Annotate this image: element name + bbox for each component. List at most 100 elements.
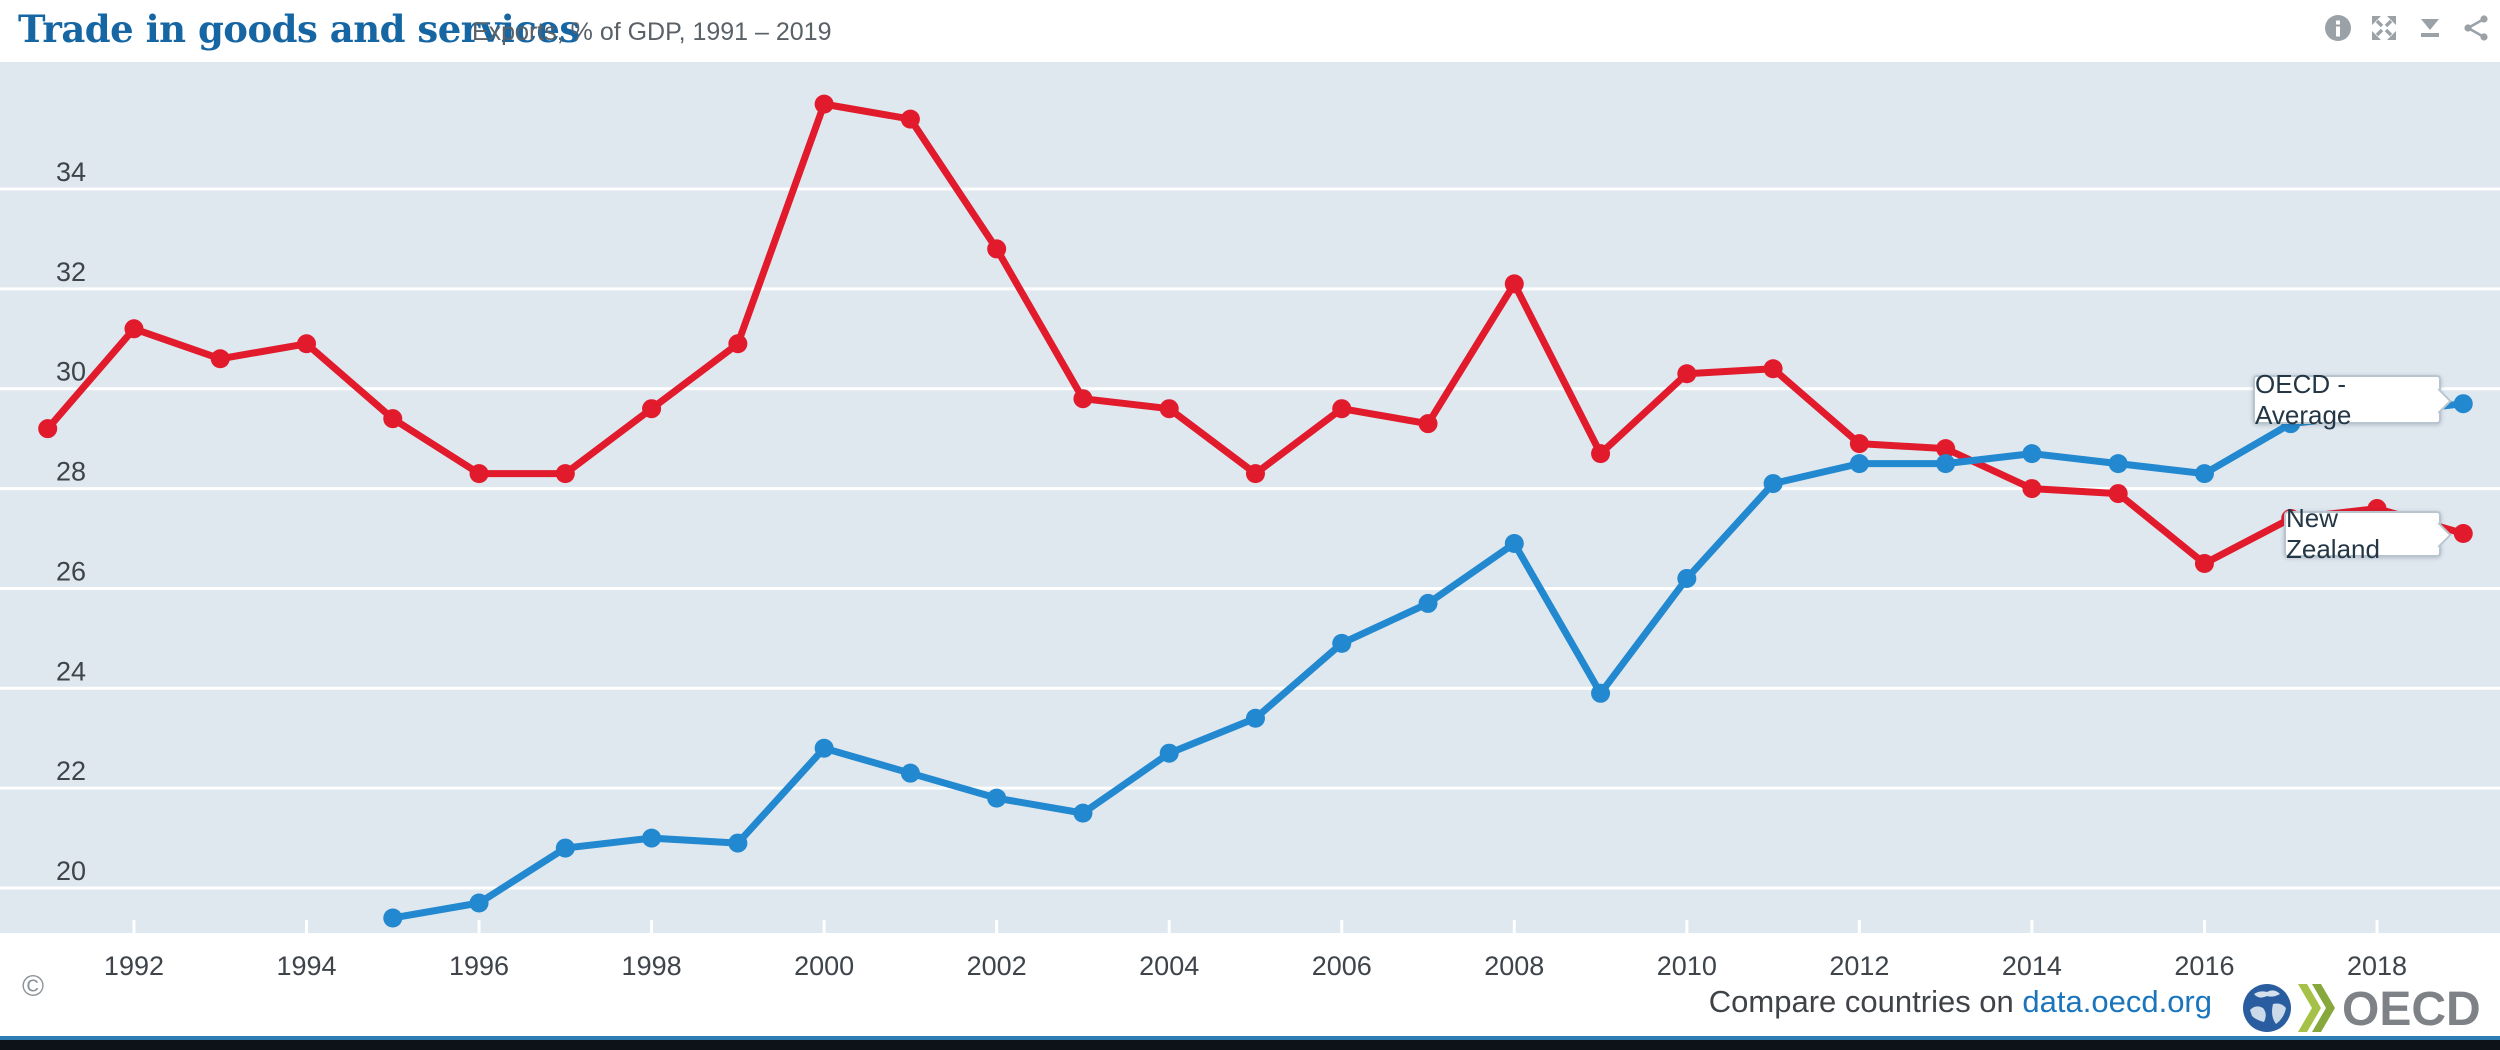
data-point[interactable]	[297, 334, 317, 354]
data-point[interactable]	[642, 828, 662, 848]
y-axis-label: 20	[56, 856, 86, 886]
oecd-logo-chevron	[2312, 984, 2335, 1032]
data-point[interactable]	[555, 464, 575, 484]
y-axis-label: 34	[56, 157, 86, 187]
x-axis-label: 1994	[276, 951, 336, 981]
x-axis-label: 2004	[1139, 951, 1199, 981]
fullscreen-icon[interactable]	[2369, 13, 2399, 43]
info-icon[interactable]	[2323, 13, 2353, 43]
data-point[interactable]	[1245, 464, 1265, 484]
chart-toolbar	[2323, 13, 2491, 43]
data-point[interactable]	[1504, 534, 1524, 554]
x-axis-tick	[2202, 920, 2206, 933]
page-title: Trade in goods and services	[18, 7, 580, 51]
data-point[interactable]	[987, 239, 1007, 259]
data-point[interactable]	[1245, 708, 1265, 728]
data-point[interactable]	[728, 334, 748, 354]
data-point[interactable]	[2194, 553, 2214, 573]
data-point[interactable]	[555, 838, 575, 858]
series-label-new-zealand: New Zealand	[2284, 503, 2441, 564]
data-point[interactable]	[1936, 454, 1956, 474]
data-point[interactable]	[900, 763, 920, 783]
data-point[interactable]	[1332, 399, 1352, 419]
data-point[interactable]	[210, 349, 230, 369]
data-point[interactable]	[2453, 394, 2473, 414]
data-point[interactable]	[814, 738, 834, 758]
x-axis-label: 2018	[2347, 951, 2407, 981]
x-axis-tick	[477, 920, 481, 933]
data-point[interactable]	[1763, 359, 1783, 379]
x-axis-label: 2014	[2002, 951, 2062, 981]
oecd-logo-chevron	[2298, 984, 2321, 1032]
data-point[interactable]	[1936, 439, 1956, 459]
data-point[interactable]	[1591, 683, 1611, 703]
data-point[interactable]	[469, 464, 489, 484]
data-point[interactable]	[1418, 593, 1438, 613]
y-axis-label: 32	[56, 257, 86, 287]
data-point[interactable]	[1504, 274, 1524, 294]
data-point[interactable]	[124, 319, 144, 339]
data-point[interactable]	[2022, 444, 2042, 464]
data-point[interactable]	[987, 788, 1007, 808]
x-axis-tick	[650, 920, 654, 933]
share-icon[interactable]	[2461, 13, 2491, 43]
x-axis-label: 2010	[1657, 951, 1717, 981]
data-point[interactable]	[2194, 464, 2214, 484]
data-point[interactable]	[38, 419, 58, 439]
data-point[interactable]	[2453, 524, 2473, 544]
x-axis-tick	[2030, 920, 2034, 933]
compare-countries-label: Compare countries on	[1708, 984, 2023, 1019]
oecd-logo[interactable]: OECD	[2240, 980, 2490, 1041]
data-point[interactable]	[1418, 414, 1438, 434]
x-axis-label: 2012	[1829, 951, 1889, 981]
x-axis-label: 2016	[2174, 951, 2234, 981]
x-axis-tick	[1685, 920, 1689, 933]
x-axis-label: 2002	[967, 951, 1027, 981]
chart-header: Trade in goods and services Exports, % o…	[0, 0, 2500, 62]
data-point[interactable]	[1849, 434, 1869, 454]
x-axis-tick	[132, 920, 136, 933]
data-point[interactable]	[1332, 633, 1352, 653]
data-point[interactable]	[642, 399, 662, 419]
series-label-new-zealand-text: New Zealand	[2286, 503, 2380, 564]
data-point[interactable]	[1073, 389, 1093, 409]
data-point[interactable]	[900, 109, 920, 129]
download-icon[interactable]	[2415, 13, 2445, 43]
data-point[interactable]	[1591, 444, 1611, 464]
data-point[interactable]	[728, 833, 748, 853]
data-point[interactable]	[2108, 484, 2128, 504]
x-axis-label: 1992	[104, 951, 164, 981]
data-point[interactable]	[2108, 454, 2128, 474]
data-point[interactable]	[1677, 364, 1697, 384]
data-point[interactable]	[469, 893, 489, 913]
bottom-bar-accent	[0, 1036, 2500, 1040]
x-axis-label: 1996	[449, 951, 509, 981]
data-point[interactable]	[383, 409, 403, 429]
data-point[interactable]	[383, 908, 403, 928]
series-label-oecd-average-text: OECD - Average	[2255, 368, 2352, 430]
y-axis-label: 22	[56, 756, 86, 786]
data-point[interactable]	[814, 94, 834, 114]
x-axis-tick	[1340, 920, 1344, 933]
x-axis-tick	[1857, 920, 1861, 933]
data-point[interactable]	[1849, 454, 1869, 474]
data-point[interactable]	[2022, 479, 2042, 499]
compare-countries-text: Compare countries on data.oecd.org	[1709, 984, 2212, 1020]
x-axis-tick	[1167, 920, 1171, 933]
page-subtitle: Exports, % of GDP, 1991 – 2019	[472, 18, 832, 46]
data-point[interactable]	[1073, 803, 1093, 823]
x-axis-label: 2008	[1484, 951, 1544, 981]
data-point[interactable]	[1677, 568, 1697, 588]
data-point[interactable]	[1159, 743, 1179, 763]
data-oecd-org-link[interactable]: data.oecd.org	[2022, 984, 2212, 1019]
data-point[interactable]	[1763, 474, 1783, 494]
oecd-logo-text: OECD	[2342, 983, 2481, 1036]
y-axis-label: 24	[56, 656, 86, 686]
x-axis-label: 2006	[1312, 951, 1372, 981]
data-point[interactable]	[1159, 399, 1179, 419]
series-label-oecd-average: OECD - Average	[2253, 369, 2441, 430]
y-axis-label: 26	[56, 556, 86, 586]
x-axis-label: 2000	[794, 951, 854, 981]
